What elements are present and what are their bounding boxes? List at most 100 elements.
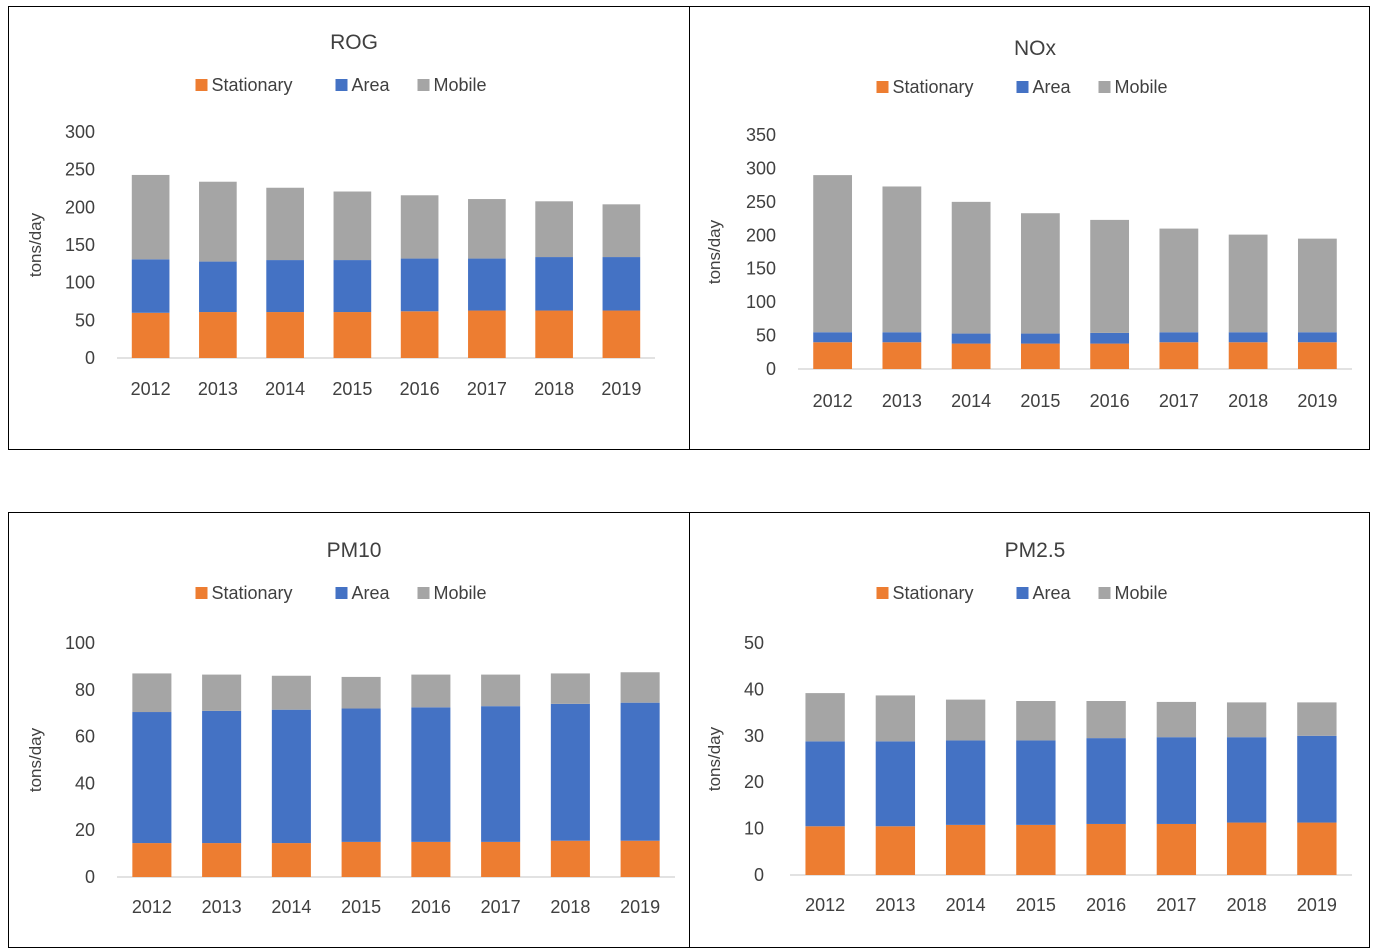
legend-label-area: Area xyxy=(352,75,391,95)
x-tick-label: 2015 xyxy=(1016,895,1056,915)
legend-item-stationary: Stationary xyxy=(876,583,974,603)
bar-area-2014 xyxy=(266,260,304,313)
bar-stationary-2018 xyxy=(550,840,590,877)
legend-swatch-mobile xyxy=(1098,587,1111,599)
bar-stationary-2016 xyxy=(1086,823,1126,875)
bar-area-2013 xyxy=(199,261,237,313)
legend-label-stationary: Stationary xyxy=(893,583,974,603)
bar-stationary-2016 xyxy=(400,311,439,358)
y-tick-label: 0 xyxy=(766,359,776,379)
bar-area-2013 xyxy=(875,741,916,827)
bar-mobile-2018 xyxy=(1226,702,1267,738)
bar-stationary-2012 xyxy=(813,342,853,369)
y-tick-label: 0 xyxy=(754,865,764,885)
bar-stationary-2016 xyxy=(1090,343,1130,369)
x-tick-label: 2015 xyxy=(341,897,381,917)
bar-area-2012 xyxy=(805,741,845,827)
legend-item-mobile: Mobile xyxy=(1098,583,1168,603)
y-tick-label: 80 xyxy=(75,680,95,700)
bar-area-2017 xyxy=(1156,737,1197,824)
bar-mobile-2014 xyxy=(271,675,311,710)
x-tick-label: 2019 xyxy=(1297,895,1337,915)
bar-mobile-2012 xyxy=(805,693,845,742)
legend-label-area: Area xyxy=(1033,77,1072,97)
x-tick-label: 2014 xyxy=(951,391,991,411)
bar-stationary-2018 xyxy=(1226,822,1267,875)
y-tick-label: 100 xyxy=(65,273,95,293)
x-tick-label: 2013 xyxy=(198,379,238,399)
bar-mobile-2013 xyxy=(882,186,922,333)
bar-area-2019 xyxy=(1297,735,1337,823)
bar-area-2019 xyxy=(620,702,660,841)
bar-mobile-2015 xyxy=(1020,213,1060,334)
chart-panel-pm25: PM2.5 Stationary Area Mobile tons/day 0 10 20 30… xyxy=(689,512,1370,948)
legend-item-mobile: Mobile xyxy=(417,75,487,95)
legend-item-stationary: Stationary xyxy=(195,75,293,95)
bar-stationary-2014 xyxy=(951,343,991,369)
y-tick-label: 300 xyxy=(746,158,776,178)
bar-stationary-2019 xyxy=(1297,342,1337,369)
y-axis-label: tons/day xyxy=(26,727,45,792)
bar-mobile-2016 xyxy=(411,674,451,708)
bar-stationary-2012 xyxy=(805,826,845,875)
bar-mobile-2018 xyxy=(535,201,573,258)
legend-item-area: Area xyxy=(335,75,391,95)
legend-swatch-stationary xyxy=(195,587,208,599)
bar-mobile-2018 xyxy=(550,673,590,704)
y-tick-label: 100 xyxy=(746,292,776,312)
y-tick-label: 250 xyxy=(746,192,776,212)
legend-label-stationary: Stationary xyxy=(212,583,293,603)
x-tick-label: 2013 xyxy=(882,391,922,411)
x-tick-label: 2019 xyxy=(601,379,641,399)
legend-swatch-area xyxy=(335,587,348,599)
bar-stationary-2013 xyxy=(199,312,237,358)
y-tick-label: 0 xyxy=(85,867,95,887)
y-tick-label: 60 xyxy=(75,727,95,747)
y-tick-label: 50 xyxy=(756,326,776,346)
x-tick-label: 2017 xyxy=(1156,895,1196,915)
bar-area-2014 xyxy=(951,333,991,344)
bar-area-2015 xyxy=(341,708,381,842)
bar-stationary-2013 xyxy=(202,843,242,877)
x-tick-label: 2012 xyxy=(131,379,171,399)
y-tick-label: 40 xyxy=(75,773,95,793)
y-axis-label: tons/day xyxy=(26,212,45,277)
x-tick-label: 2013 xyxy=(875,895,915,915)
bar-stationary-2015 xyxy=(341,841,381,877)
bar-mobile-2012 xyxy=(131,174,170,260)
legend-item-mobile: Mobile xyxy=(417,583,487,603)
legend-swatch-stationary xyxy=(876,81,889,93)
bar-stationary-2018 xyxy=(535,310,573,358)
bar-area-2016 xyxy=(411,707,451,842)
bar-stationary-2013 xyxy=(882,342,922,369)
x-tick-label: 2015 xyxy=(332,379,372,399)
x-tick-label: 2019 xyxy=(620,897,660,917)
bar-stationary-2012 xyxy=(132,843,172,877)
bar-stationary-2017 xyxy=(481,841,521,877)
legend-swatch-mobile xyxy=(417,79,430,91)
x-tick-label: 2012 xyxy=(813,391,853,411)
y-tick-label: 30 xyxy=(744,726,764,746)
y-tick-label: 250 xyxy=(65,160,95,180)
y-tick-label: 100 xyxy=(65,633,95,653)
bar-area-2016 xyxy=(1090,332,1130,344)
legend-label-area: Area xyxy=(1033,583,1072,603)
y-tick-label: 150 xyxy=(746,259,776,279)
bar-mobile-2015 xyxy=(341,676,381,709)
bar-stationary-2017 xyxy=(1159,342,1199,369)
legend-item-stationary: Stationary xyxy=(876,77,974,97)
y-axis-label: tons/day xyxy=(705,219,724,284)
bar-area-2014 xyxy=(945,740,986,825)
x-tick-label: 2015 xyxy=(1020,391,1060,411)
legend-item-area: Area xyxy=(1016,583,1072,603)
legend-item-area: Area xyxy=(335,583,391,603)
bar-mobile-2014 xyxy=(945,699,986,741)
bar-area-2019 xyxy=(602,257,641,311)
chart-title: PM2.5 xyxy=(1005,539,1066,562)
bar-mobile-2012 xyxy=(132,673,172,713)
legend-label-mobile: Mobile xyxy=(1115,583,1168,603)
legend-label-stationary: Stationary xyxy=(212,75,293,95)
bar-mobile-2015 xyxy=(1016,701,1056,741)
y-tick-label: 0 xyxy=(85,348,95,368)
bar-area-2018 xyxy=(1228,332,1268,343)
